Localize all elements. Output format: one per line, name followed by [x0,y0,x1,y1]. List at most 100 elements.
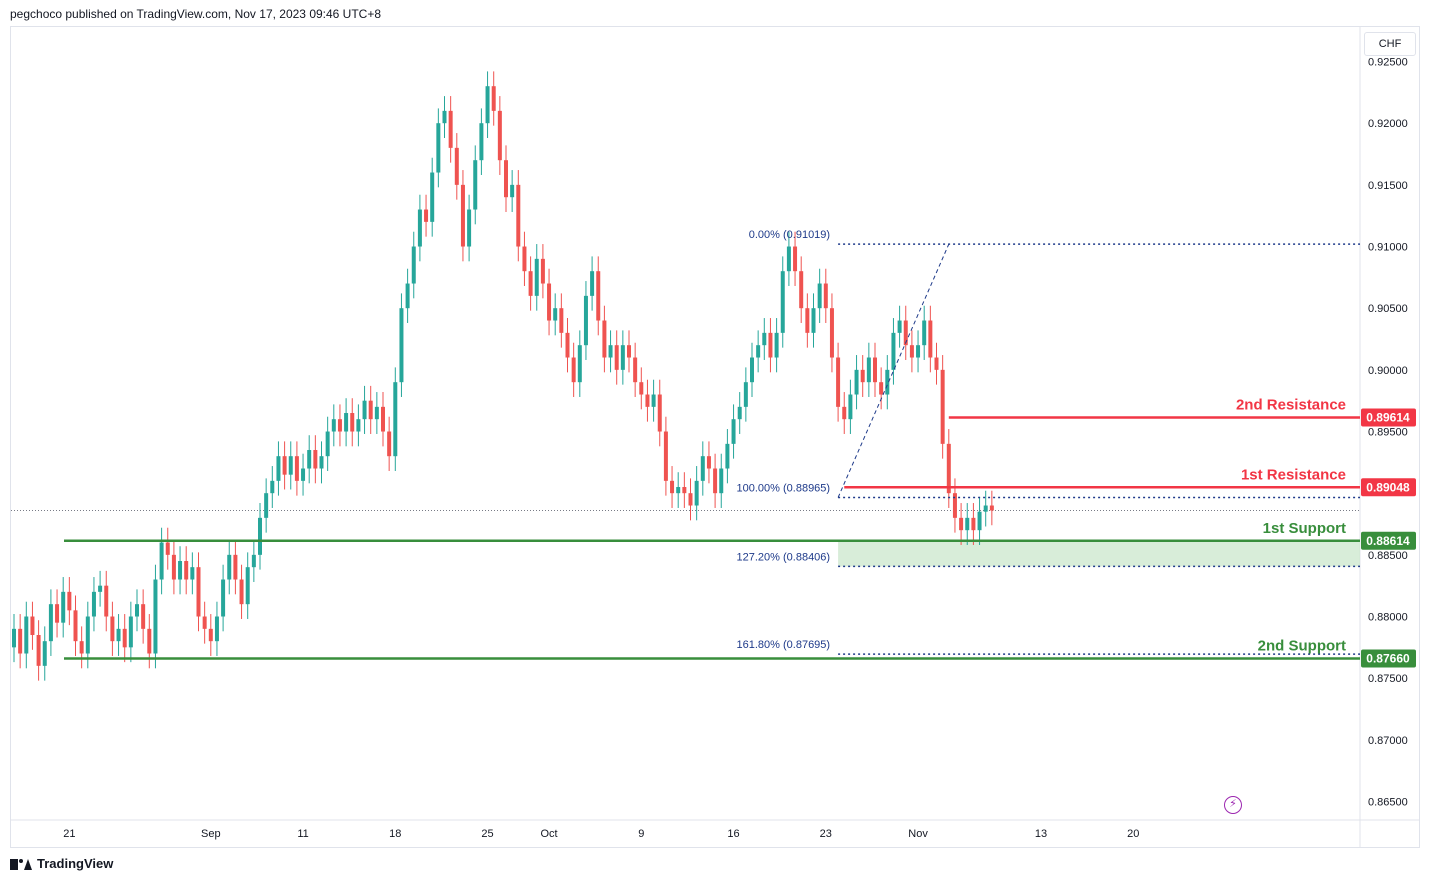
candle [977,496,982,545]
candle [909,330,914,373]
candle-body [940,369,945,444]
price-tick-label: 0.92000 [1368,118,1408,130]
candle-body [848,394,853,420]
candle [190,552,195,595]
candle-body [368,400,373,420]
candle [860,355,865,397]
candle [24,601,29,669]
candle-body [897,320,902,333]
candle [91,577,96,632]
price-tick-label: 0.90000 [1368,365,1408,377]
candle [873,342,877,397]
footer-brand: TradingView [37,856,114,871]
candle-body [633,357,638,383]
candle [42,626,47,681]
candle-body [639,382,644,395]
candle [276,441,281,496]
candle [141,589,146,644]
candle-body [663,431,668,481]
candle-body [288,456,293,475]
fib-level-label: 0.00% (0.91019) [749,229,830,241]
candle [116,614,121,656]
candle [313,435,318,484]
candle [196,552,201,632]
candle [633,342,638,397]
candle-body [916,345,921,358]
candle-body [159,542,164,580]
candle-body [934,357,939,370]
candle [362,385,367,434]
candle [959,503,964,545]
candle-body [42,641,47,666]
currency-button[interactable]: CHF [1364,32,1416,56]
candle [497,96,502,175]
time-tick-label: 13 [1035,828,1047,840]
candle-body [583,295,588,346]
price-tag-label: 0.89614 [1366,410,1410,424]
candle-body [823,283,828,309]
tradingview-logo-icon [10,858,32,870]
candle [694,466,699,521]
candle [454,133,459,200]
candle [848,379,853,434]
candle-body [128,616,133,648]
candle [577,330,582,397]
candle-body [774,332,779,358]
candle [399,293,404,397]
candle-body [842,406,847,420]
candle [282,441,287,490]
candle-body [811,308,816,333]
candle-body [307,450,312,469]
candle-body [713,468,718,494]
candle [780,256,785,348]
candle-body [879,382,884,395]
candle [208,614,213,656]
candle-body [983,505,988,512]
candle-body [688,493,693,506]
price-tag [1361,649,1416,668]
candle-body [411,246,416,284]
candle-body [147,628,152,654]
support-level-label: 1st Support [1263,520,1346,537]
candle [319,441,324,484]
candle [627,330,631,373]
candle-body [737,406,742,420]
candle [387,416,392,471]
candle-body [756,345,761,358]
candle [350,398,355,447]
candle-body [12,628,16,648]
candle-body [977,511,982,531]
candle-body [270,480,275,494]
candle [645,379,650,422]
time-tick-label: Sep [201,828,221,840]
candle [55,589,60,638]
candle-body [98,585,103,592]
tradingview-footer[interactable]: TradingView [10,856,113,871]
candle-body [91,591,96,617]
candle [344,398,349,447]
candle-body [817,283,822,309]
candle-body [885,369,890,395]
candle-body [614,345,619,370]
candle-body [750,357,754,383]
candle-body [922,320,927,346]
candle-body [608,345,613,358]
candle-body [18,628,23,654]
candle [73,595,78,656]
candle [301,453,306,496]
candle [485,71,490,138]
candle [233,540,238,595]
candle-body [387,431,392,457]
candle-body [891,332,896,370]
candle [608,330,613,373]
candle-body [30,616,35,636]
candle [540,244,545,299]
candle [891,318,896,385]
candle-body [184,561,189,580]
candle [184,546,189,595]
candle [590,256,595,311]
candle-body [448,110,453,148]
lightning-icon[interactable]: ⚡ [1224,796,1242,814]
candle-body [405,283,410,309]
